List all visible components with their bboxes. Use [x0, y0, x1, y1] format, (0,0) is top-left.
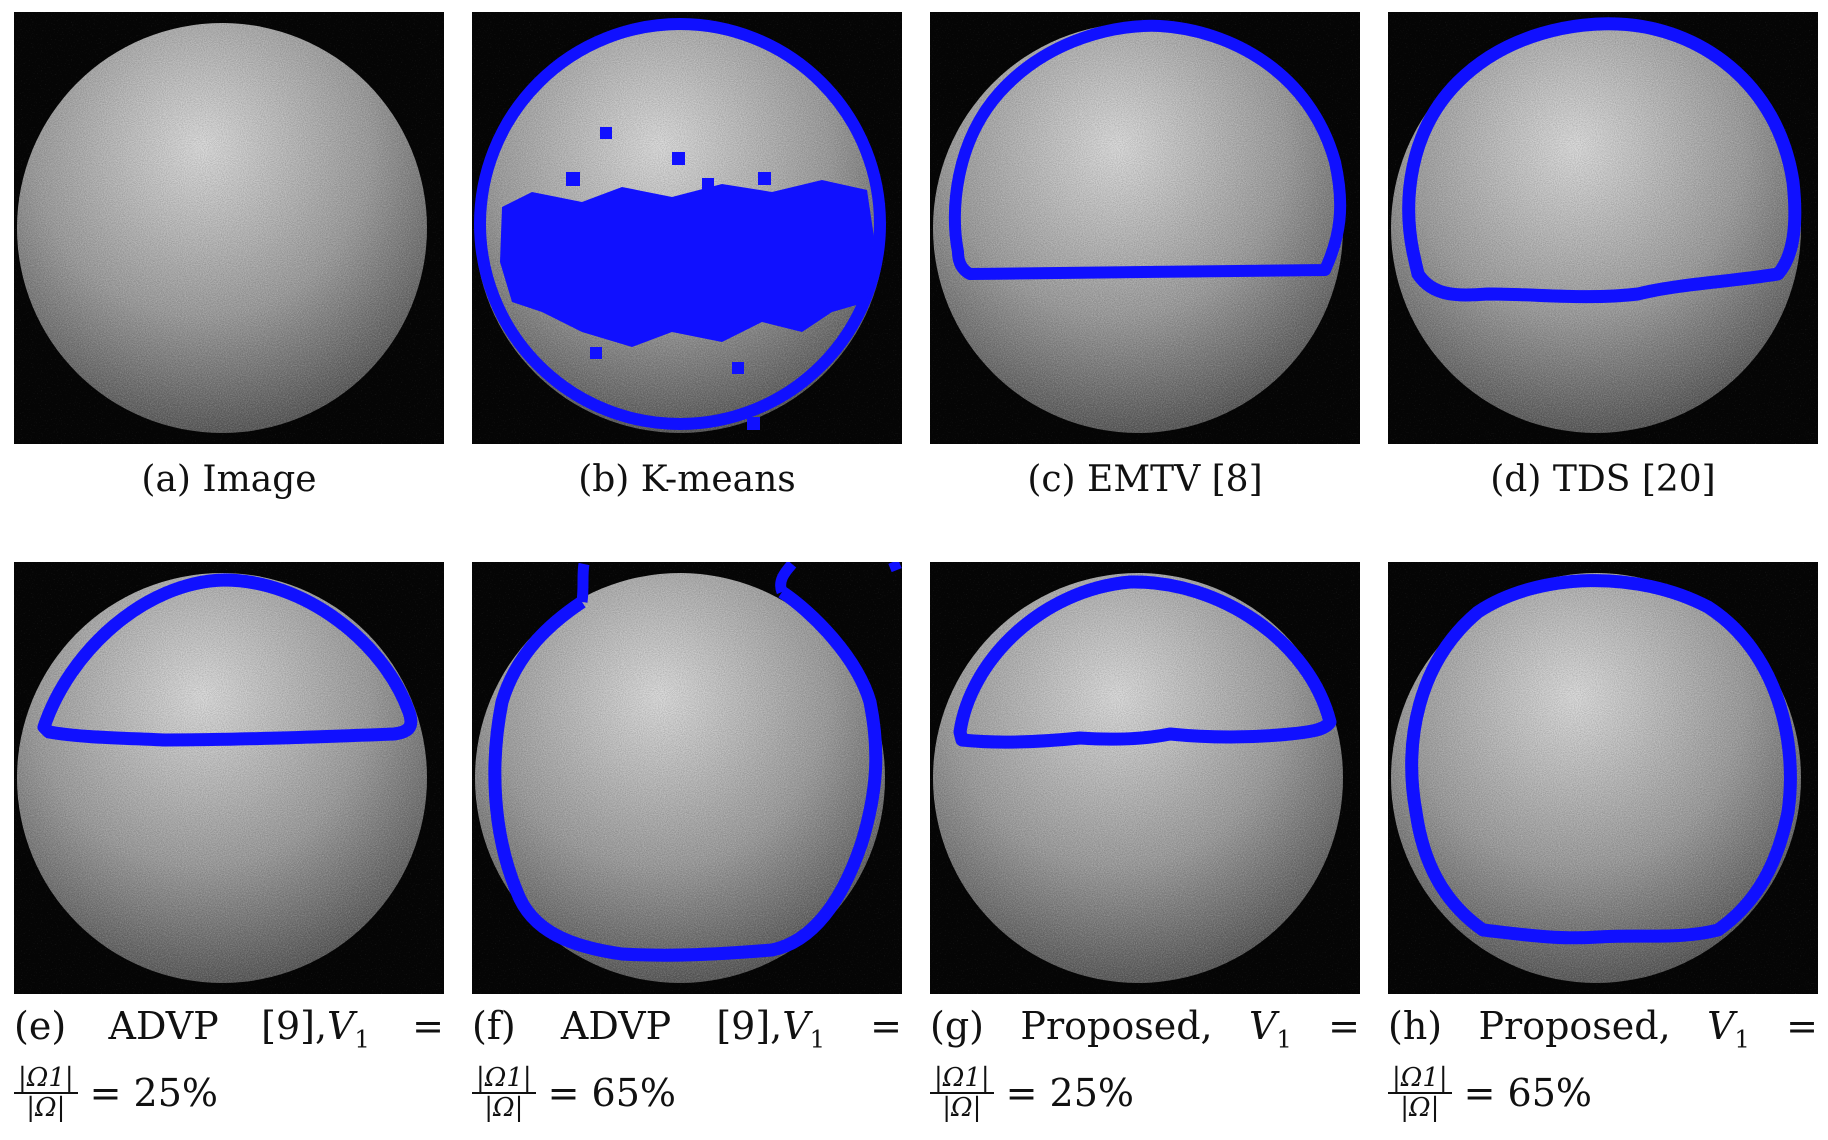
panel-e-advp-25 — [14, 562, 444, 994]
kmeans-band — [500, 180, 874, 347]
caption-c: (c) EMTV [8] — [1027, 459, 1263, 500]
caption-h: (h) Proposed, V1 = |Ω1| |Ω| = 65% — [1388, 1004, 1818, 1123]
fraction: |Ω1| |Ω| — [930, 1064, 994, 1122]
proposed65-contour — [1405, 574, 1797, 945]
caption-b: (b) K-means — [578, 459, 796, 500]
fraction: |Ω1| |Ω| — [472, 1064, 536, 1122]
fraction: |Ω1| |Ω| — [1388, 1064, 1452, 1122]
panel-f-advp-65 — [472, 562, 902, 994]
kmeans-contour — [474, 18, 886, 430]
panel-c-emtv — [930, 12, 1360, 444]
panel-h-proposed-65 — [1388, 562, 1818, 994]
panel-g-proposed-25 — [930, 562, 1360, 994]
panel-b-kmeans — [472, 12, 902, 444]
panel-d-tds — [1388, 12, 1818, 444]
caption-a: (a) Image — [141, 459, 317, 500]
advp25-contour — [37, 573, 418, 747]
caption-g: (g) Proposed, V1 = |Ω1| |Ω| = 25% — [930, 1004, 1360, 1123]
advp65-contour — [488, 586, 883, 962]
fraction: |Ω1| |Ω| — [14, 1064, 78, 1122]
caption-f: (f) ADVP [9],V1 = |Ω1| |Ω| = 65% — [472, 1004, 902, 1123]
tds-contour — [1402, 17, 1802, 304]
caption-e: (e) ADVP [9],V1 = |Ω1| |Ω| = 25% — [14, 1004, 444, 1123]
panel-a-image — [14, 12, 444, 444]
caption-d: (d) TDS [20] — [1490, 459, 1716, 500]
proposed25-contour — [953, 575, 1337, 749]
emtv-contour — [948, 19, 1347, 280]
